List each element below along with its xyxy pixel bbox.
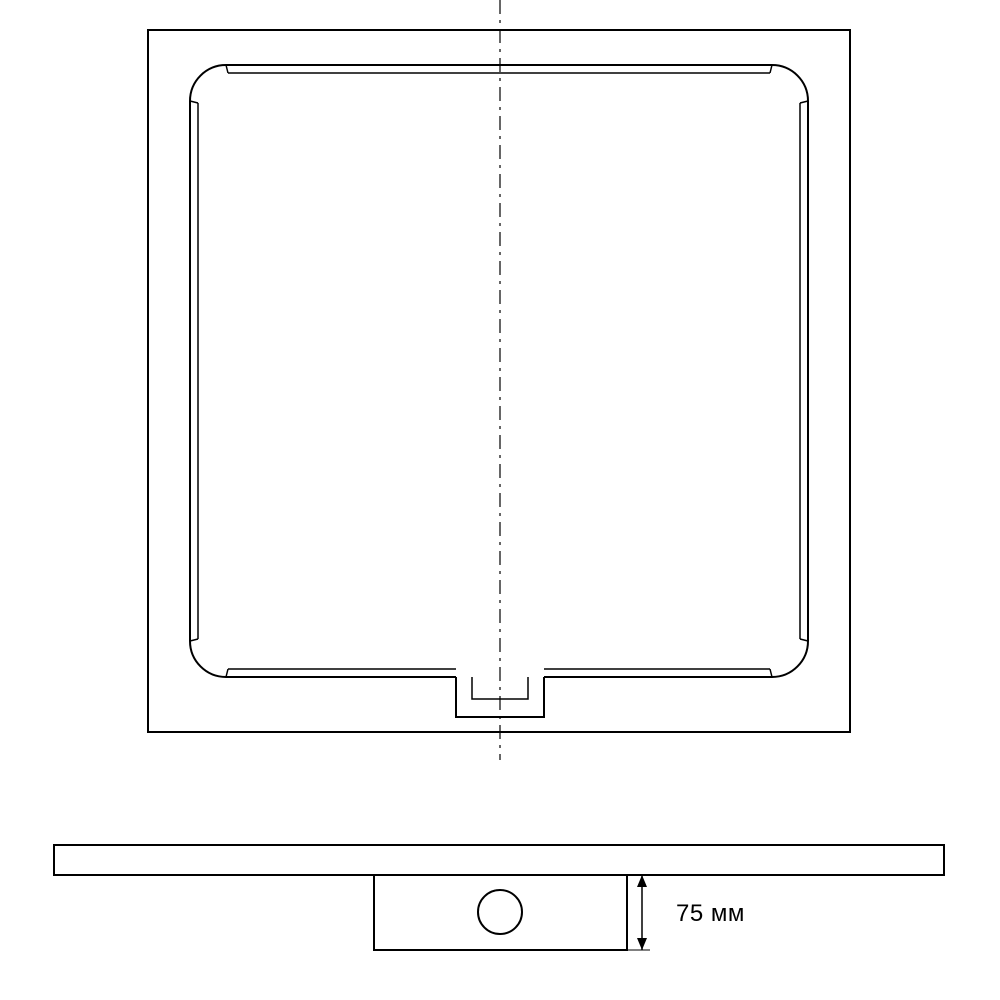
drawing-svg bbox=[0, 0, 1000, 1000]
dimension-label: 75 мм bbox=[676, 900, 745, 928]
technical-drawing-container: 75 мм bbox=[0, 0, 1000, 1000]
